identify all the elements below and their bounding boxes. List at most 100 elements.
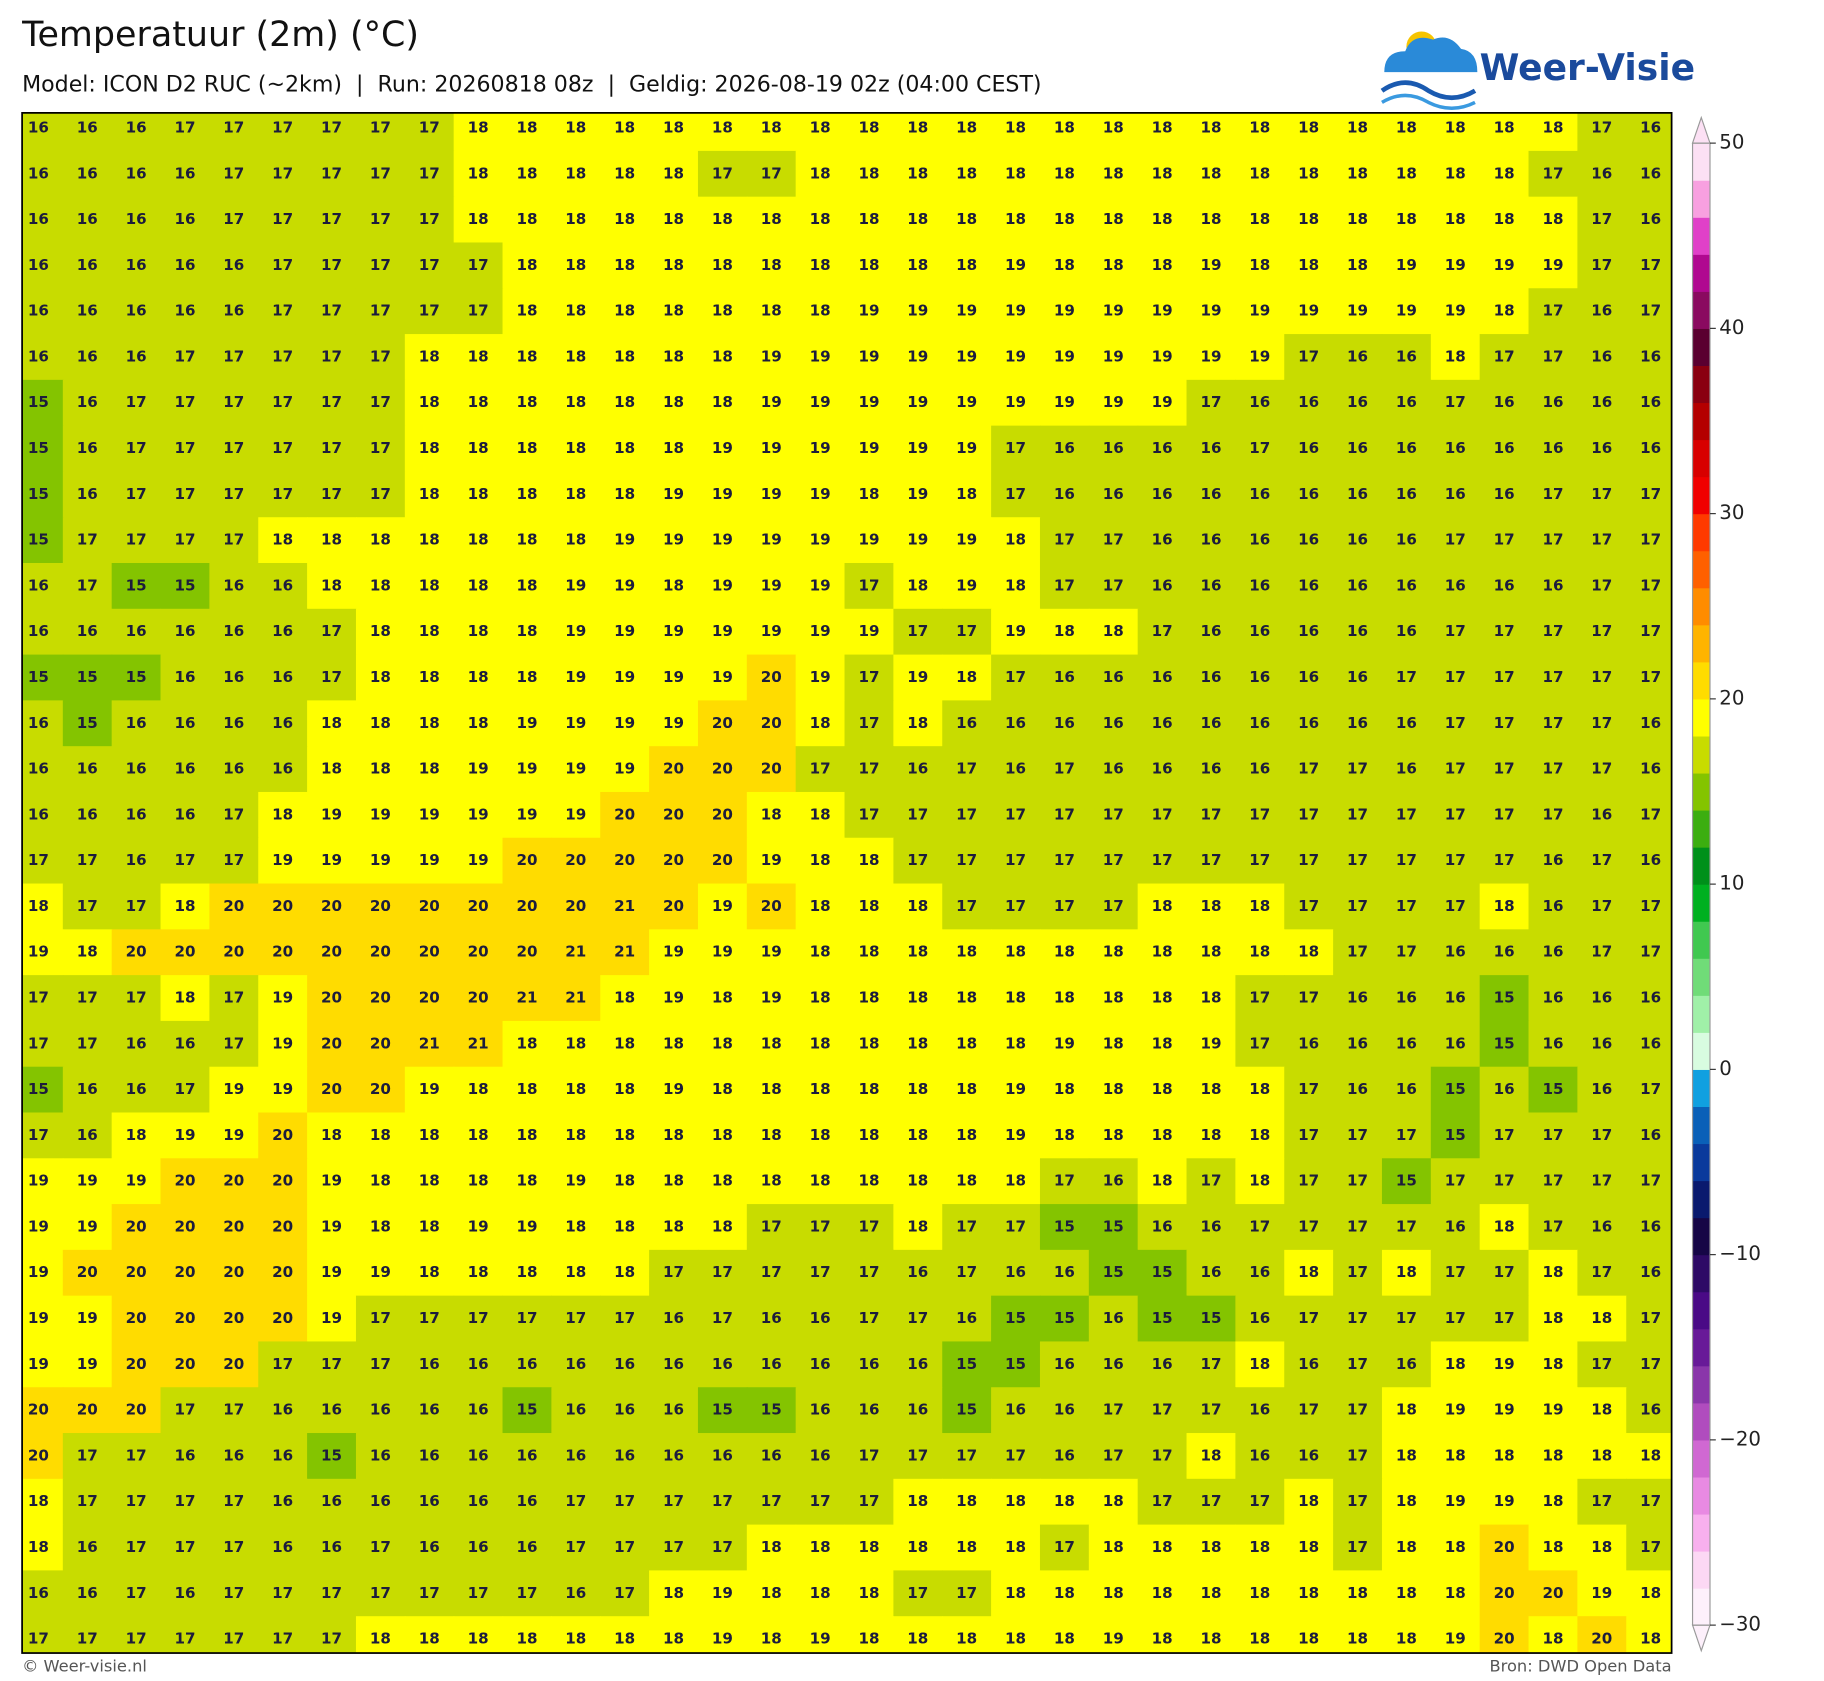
temperature-label: 17 (810, 760, 831, 778)
temperature-label: 17 (858, 714, 879, 732)
temperature-label: 17 (761, 1217, 782, 1235)
temperature-cell (1577, 334, 1627, 381)
temperature-label: 17 (1005, 1217, 1026, 1235)
temperature-label: 17 (321, 164, 342, 182)
temperature-label: 16 (565, 1584, 586, 1602)
temperature-label: 19 (1396, 256, 1417, 274)
temperature-cell (62, 1158, 113, 1205)
temperature-label: 18 (1298, 119, 1319, 137)
temperature-label: 16 (565, 1401, 586, 1419)
temperature-label: 17 (1591, 1263, 1612, 1281)
temperature-label: 15 (28, 439, 49, 457)
temperature-cell (991, 1341, 1041, 1388)
temperature-label: 16 (1298, 439, 1319, 457)
temperature-label: 18 (1298, 1630, 1319, 1648)
colorbar-top-arrow (1691, 115, 1711, 144)
temperature-cell (600, 883, 650, 930)
temperature-label: 18 (614, 256, 635, 274)
temperature-label: 18 (810, 1126, 831, 1144)
temperature-cell (551, 334, 601, 381)
temperature-label: 18 (1445, 119, 1466, 137)
temperature-cell (1430, 1112, 1481, 1159)
temperature-cell (1381, 563, 1432, 610)
temperature-cell (1284, 242, 1334, 289)
temperature-cell (1186, 837, 1236, 885)
temperature-label: 20 (663, 760, 684, 778)
temperature-cell (1479, 1020, 1530, 1068)
temperature-cell (649, 425, 699, 473)
temperature-cell (258, 1524, 308, 1571)
temperature-cell (1235, 883, 1285, 930)
temperature-cell (893, 379, 943, 427)
temperature-label: 18 (1249, 943, 1270, 961)
temperature-label: 16 (1152, 485, 1173, 503)
temperature-label: 19 (810, 668, 831, 686)
temperature-label: 18 (1249, 897, 1270, 915)
temperature-cell (746, 1433, 797, 1480)
temperature-label: 16 (1347, 439, 1368, 457)
temperature-label: 20 (272, 1309, 293, 1327)
temperature-cell (746, 975, 797, 1022)
temperature-label: 18 (565, 210, 586, 228)
temperature-cell (697, 517, 748, 564)
temperature-cell (1186, 1616, 1236, 1654)
temperature-label: 18 (1298, 1492, 1319, 1510)
temperature-label: 16 (77, 439, 98, 457)
temperature-label: 18 (419, 347, 440, 365)
temperature-label: 17 (174, 1538, 195, 1556)
temperature-cell (355, 379, 406, 427)
temperature-label: 16 (1445, 1034, 1466, 1052)
temperature-cell (209, 1433, 259, 1480)
temperature-cell (160, 379, 210, 427)
temperature-label: 17 (858, 805, 879, 823)
temperature-cell (551, 1341, 601, 1388)
temperature-label: 17 (1249, 989, 1270, 1007)
temperature-label: 18 (1542, 1263, 1563, 1281)
temperature-cell (1479, 1433, 1530, 1480)
temperature-label: 19 (223, 1126, 244, 1144)
temperature-label: 16 (1542, 989, 1563, 1007)
temperature-label: 17 (1445, 760, 1466, 778)
temperature-cell (62, 242, 113, 289)
temperature-cell (355, 1478, 406, 1526)
temperature-label: 17 (321, 256, 342, 274)
temperature-cell (355, 883, 406, 930)
temperature-cell (697, 1204, 748, 1251)
temperature-cell (1577, 112, 1627, 152)
temperature-cell (209, 1341, 259, 1388)
temperature-label: 19 (223, 1080, 244, 1098)
temperature-cell (1430, 288, 1481, 335)
temperature-cell (1186, 196, 1236, 244)
temperature-label: 18 (907, 1126, 928, 1144)
temperature-label: 16 (1249, 714, 1270, 732)
temperature-cell (1235, 1158, 1285, 1205)
temperature-label: 20 (174, 1217, 195, 1235)
temperature-label: 18 (468, 1126, 489, 1144)
temperature-cell (22, 1158, 64, 1205)
temperature-label: 20 (516, 897, 537, 915)
temperature-cell (1137, 563, 1188, 610)
temperature-cell (1430, 1524, 1481, 1571)
temperature-label: 18 (1591, 1538, 1612, 1556)
temperature-cell (355, 1524, 406, 1571)
temperature-cell (991, 288, 1041, 335)
temperature-cell (1039, 1387, 1090, 1434)
temperature-cell (1137, 791, 1188, 839)
temperature-cell (1333, 1204, 1383, 1251)
temperature-cell (942, 1066, 992, 1114)
temperature-cell (844, 563, 894, 610)
temperature-label: 15 (28, 485, 49, 503)
temperature-label: 18 (468, 531, 489, 549)
temperature-label: 17 (272, 164, 293, 182)
temperature-label: 16 (468, 1355, 489, 1373)
temperature-cell (746, 608, 797, 656)
temperature-label: 17 (1200, 393, 1221, 411)
temperature-cell (1137, 379, 1188, 427)
temperature-label: 17 (1347, 805, 1368, 823)
temperature-label: 17 (223, 531, 244, 549)
temperature-cell (111, 1616, 162, 1654)
temperature-cell (844, 242, 894, 289)
temperature-label: 16 (77, 119, 98, 137)
temperature-cell (62, 1112, 113, 1159)
temperature-label: 16 (1249, 393, 1270, 411)
